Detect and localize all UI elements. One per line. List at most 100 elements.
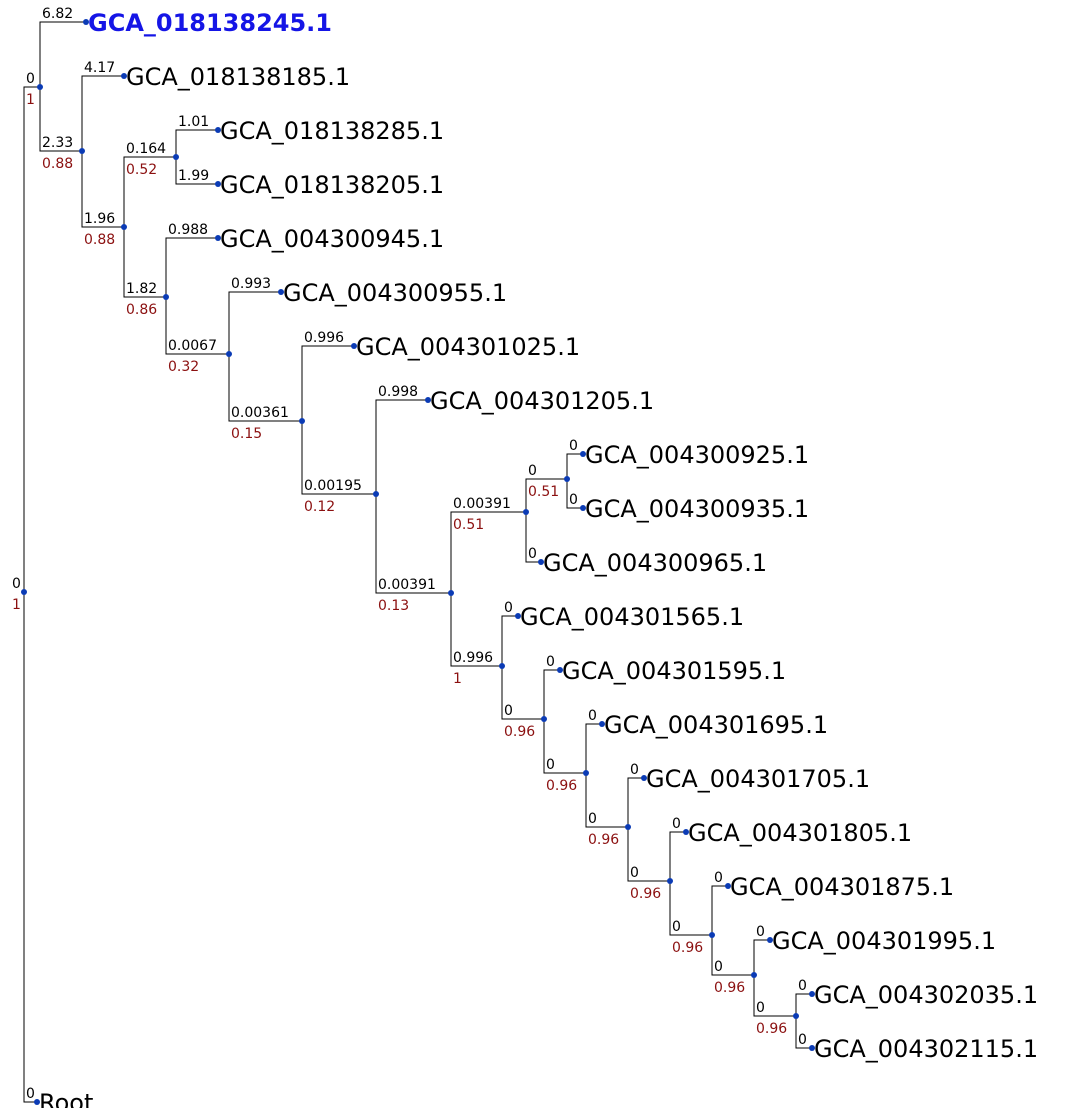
- branch-length-label: 0.164: [126, 141, 166, 157]
- branch-length-label: 0: [504, 703, 513, 719]
- support-value-label: 0.51: [528, 484, 559, 500]
- leaf-node: [641, 775, 647, 781]
- leaf-node: [683, 829, 689, 835]
- leaf-label-gca-018138205-1: GCA_018138205.1: [220, 171, 444, 199]
- edge-l7: [301, 345, 354, 421]
- leaf-label-gca-004300955-1: GCA_004300955.1: [283, 279, 507, 307]
- edge-l20: [795, 1016, 812, 1049]
- edge-n13: [501, 666, 544, 720]
- support-value-label: 1: [12, 597, 21, 613]
- edge-l5: [165, 237, 218, 297]
- internal-node: [583, 770, 589, 776]
- branch-length-label: 0: [12, 576, 21, 592]
- leaf-label-gca-018138285-1: GCA_018138285.1: [220, 117, 444, 145]
- branch-length-label: 0.988: [168, 222, 208, 238]
- edge-n6: [165, 297, 229, 355]
- edge-n18: [711, 935, 754, 976]
- support-value-label: 0.13: [378, 598, 409, 614]
- leaf-label-gca-004300935-1: GCA_004300935.1: [585, 495, 809, 523]
- edge-n11: [525, 478, 567, 512]
- branch-length-label: 0.996: [453, 650, 493, 666]
- edge-l3: [175, 129, 218, 157]
- branch-length-label: 2.33: [42, 135, 73, 151]
- leaf-label-gca-004301595-1: GCA_004301595.1: [562, 657, 786, 685]
- leaf-label-gca-004301995-1: GCA_004301995.1: [772, 927, 996, 955]
- leaf-label-gca-004300945-1: GCA_004300945.1: [220, 225, 444, 253]
- branch-length-label: 0: [26, 1086, 35, 1102]
- internal-node: [541, 716, 547, 722]
- support-value-label: 0.32: [168, 359, 199, 375]
- leaf-node: [215, 181, 221, 187]
- leaf-label-highlighted: GCA_018138245.1: [88, 9, 332, 37]
- branch-length-label: 0.996: [304, 330, 344, 346]
- leaf-node: [215, 235, 221, 241]
- support-value-label: 0.15: [231, 426, 262, 442]
- edge-n10: [450, 511, 526, 593]
- internal-node: [79, 148, 85, 154]
- edge-l6: [228, 291, 281, 354]
- support-value-label: 0.96: [756, 1021, 787, 1037]
- branch-length-label: 0: [756, 924, 765, 940]
- edge-n16: [627, 827, 670, 882]
- branch-length-label: 0: [504, 600, 513, 616]
- branch-length-label: 1.82: [126, 281, 157, 297]
- leaf-node: [557, 667, 563, 673]
- edge-l11: [525, 512, 541, 563]
- leaf-node: [767, 937, 773, 943]
- branch-length-label: 0: [630, 865, 639, 881]
- leaf-label-gca-004300965-1: GCA_004300965.1: [543, 549, 767, 577]
- branch-length-label: 1.01: [178, 114, 209, 130]
- leaf-label-gca-004302115-1: GCA_004302115.1: [814, 1035, 1038, 1063]
- edge-n8: [301, 421, 376, 495]
- support-value-label: 0.86: [126, 302, 157, 318]
- tree-nodes: [21, 19, 815, 1105]
- leaf-label-gca-004301875-1: GCA_004301875.1: [730, 873, 954, 901]
- leaf-label-gca-004301205-1: GCA_004301205.1: [430, 387, 654, 415]
- branch-length-label: 0: [588, 708, 597, 724]
- edge-l21: [23, 592, 37, 1103]
- branch-length-label: 0: [546, 757, 555, 773]
- internal-node: [709, 932, 715, 938]
- edge-n3: [81, 151, 124, 228]
- edge-l13: [543, 669, 560, 719]
- leaf-node: [515, 613, 521, 619]
- leaf-label-gca-004302035-1: GCA_004302035.1: [814, 981, 1038, 1009]
- branch-length-label: 1.96: [84, 211, 115, 227]
- edge-n12: [450, 593, 502, 667]
- internal-node: [163, 294, 169, 300]
- support-value-label: 0.88: [42, 156, 73, 172]
- branch-length-label: 0.0067: [168, 338, 217, 354]
- leaf-node: [278, 289, 284, 295]
- branch-length-label: 0.00391: [453, 496, 511, 512]
- edge-l14: [585, 723, 602, 773]
- branch-length-label: 0: [798, 1032, 807, 1048]
- internal-node: [667, 878, 673, 884]
- branch-length-label: 0: [569, 492, 578, 508]
- leaf-node: [809, 1045, 815, 1051]
- internal-node: [299, 418, 305, 424]
- leaf-node: [34, 1099, 40, 1105]
- branch-length-label: 0.00361: [231, 405, 289, 421]
- internal-node: [373, 491, 379, 497]
- edge-l17: [711, 885, 728, 935]
- support-value-label: 1: [453, 671, 462, 687]
- leaf-node: [351, 343, 357, 349]
- leaf-node: [215, 127, 221, 133]
- leaf-node: [809, 991, 815, 997]
- tree-labels: 0 1 0 1 6.82 GCA_018138245.1 2.33 0.88 4.17 GCA_0…: [12, 6, 1038, 1108]
- edge-l15: [627, 777, 644, 827]
- internal-node: [793, 1013, 799, 1019]
- support-value-label: 0.52: [126, 162, 157, 178]
- support-value-label: 0.12: [304, 499, 335, 515]
- internal-node: [499, 663, 505, 669]
- edge-l19: [795, 993, 812, 1016]
- internal-node: [226, 351, 232, 357]
- branch-length-label: 0.998: [378, 384, 418, 400]
- support-value-label: 0.96: [630, 886, 661, 902]
- edge-l1: [39, 21, 86, 87]
- leaf-label-root: Root: [39, 1089, 93, 1108]
- branch-length-label: 0.00391: [378, 577, 436, 593]
- leaf-label-gca-004301695-1: GCA_004301695.1: [604, 711, 828, 739]
- branch-length-label: 0: [798, 978, 807, 994]
- branch-length-label: 0: [672, 919, 681, 935]
